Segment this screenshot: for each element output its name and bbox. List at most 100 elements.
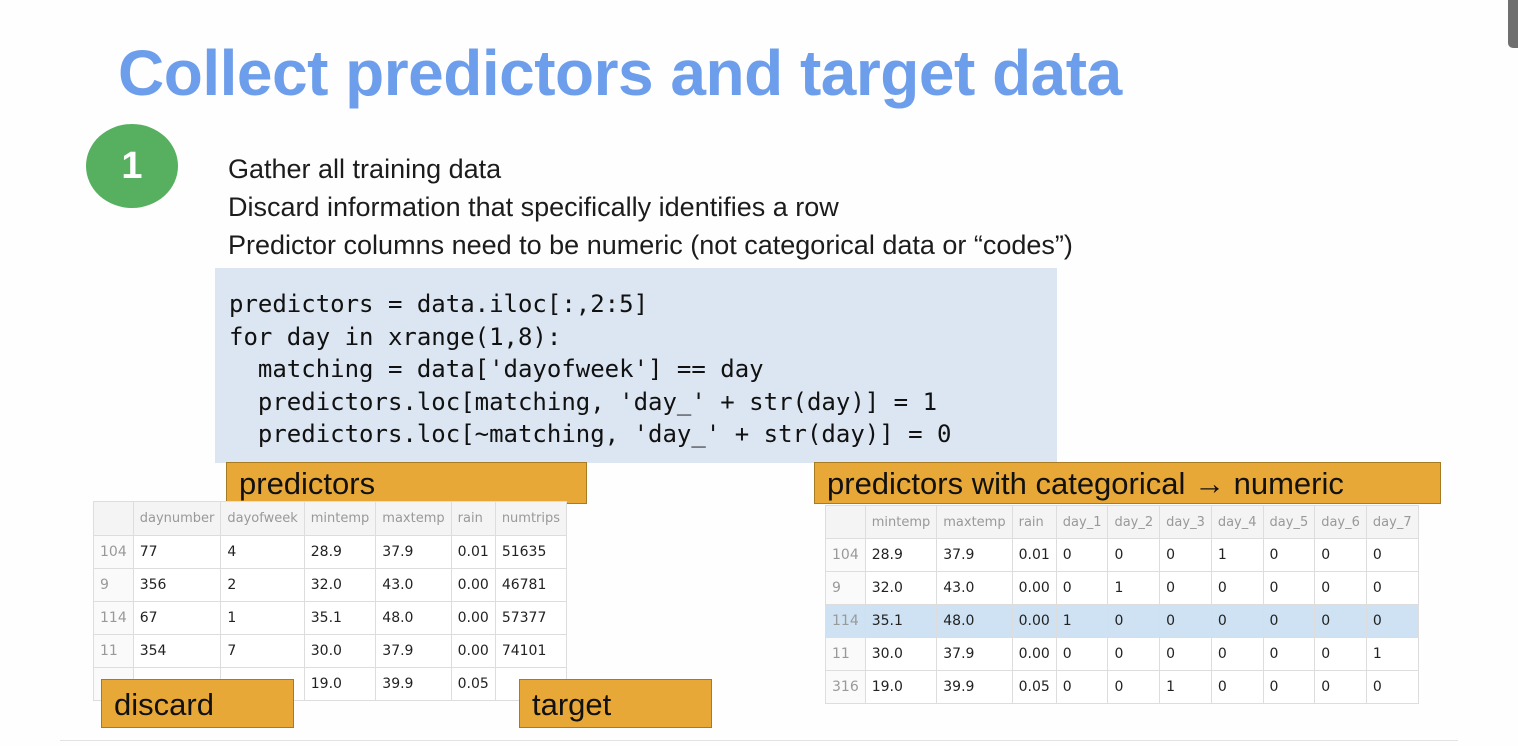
raw-data-table: daynumber dayofweek mintemp maxtemp rain numt… [93,501,568,701]
table-cell: 0.05 [450,667,496,701]
table-row: 114 67 1 35.1 48.0 0.00 57377 [93,601,568,635]
table-cell: 39.9 [375,667,452,701]
code-text: predictors = data.iloc[:,2:5] for day in… [229,290,952,448]
table-cell: 0 [1262,604,1316,638]
column-header: daynumber [132,501,222,536]
table-cell: 0 [1314,637,1367,671]
table-cell: 1 [1055,604,1109,638]
table-row: 9 356 2 32.0 43.0 0.00 46781 [93,568,568,602]
table-cell: 0 [1055,571,1109,605]
table-row: 11 354 7 30.0 37.9 0.00 74101 [93,634,568,668]
table-cell: 7 [220,634,305,668]
row-index: 11 [93,634,134,668]
table-cell: 37.9 [936,538,1013,572]
column-header: day_2 [1107,505,1161,539]
row-index: 9 [93,568,134,602]
bullet-item: Gather all training data [228,154,502,184]
table-cell: 48.0 [936,604,1013,638]
table-cell: 32.0 [303,568,377,602]
table-cell: 0 [1159,637,1212,671]
table-cell: 0 [1365,670,1419,704]
column-header: maxtemp [936,505,1013,539]
table-cell: 0.01 [450,535,496,569]
bullet-item: Discard information that specifically id… [228,192,839,222]
table-cell: 2 [220,568,305,602]
table-row: 114 35.1 48.0 0.00 1 0 0 0 0 0 0 [825,604,1419,638]
table-cell: 0 [1314,604,1367,638]
column-header: day_7 [1365,505,1419,539]
table-cell: 0 [1262,637,1316,671]
table-cell: 28.9 [303,535,377,569]
row-index: 104 [825,538,866,572]
table-cell: 0 [1314,670,1367,704]
column-header: day_3 [1159,505,1212,539]
table-cell: 19.0 [303,667,377,701]
table-row: 316 19.0 39.9 0.05 0 0 1 0 0 0 0 [825,670,1419,704]
table-cell: 0 [1210,604,1264,638]
table-cell: 0 [1159,571,1212,605]
table-cell: 0.05 [1011,670,1057,704]
table-cell: 0 [1365,571,1419,605]
column-header [825,505,866,539]
column-header: numtrips [494,501,568,536]
column-header: rain [1011,505,1057,539]
code-block: predictors = data.iloc[:,2:5] for day in… [215,268,1057,463]
table-cell: 0 [1055,637,1109,671]
table-cell: 32.0 [864,571,938,605]
table-cell: 354 [132,634,222,668]
table-cell: 0 [1107,670,1161,704]
table-cell: 43.0 [936,571,1013,605]
bullet-item: Predictor columns need to be numeric (no… [228,230,1073,260]
table-cell: 1 [1159,670,1212,704]
row-index: 9 [825,571,866,605]
table-cell: 0 [1314,538,1367,572]
column-header: maxtemp [375,501,452,536]
target-label: target [519,679,712,728]
predictors-label: predictors [226,462,587,504]
table-cell: 35.1 [864,604,938,638]
row-index: 114 [825,604,866,638]
table-cell: 30.0 [303,634,377,668]
table-cell: 0 [1055,670,1109,704]
table-cell: 43.0 [375,568,452,602]
slide-title: Collect predictors and target data [118,37,1122,109]
table-cell: 0 [1107,538,1161,572]
table-cell: 37.9 [375,535,452,569]
column-header: day_6 [1314,505,1367,539]
divider [60,740,1458,741]
table-cell: 0 [1107,604,1161,638]
column-header [93,501,134,536]
table-cell: 30.0 [864,637,938,671]
row-index: 104 [93,535,134,569]
row-index: 316 [825,670,866,704]
table-cell: 0 [1314,571,1367,605]
table-cell: 0 [1159,604,1212,638]
table-row: 104 28.9 37.9 0.01 0 0 0 1 0 0 0 [825,538,1419,572]
column-header: day_1 [1055,505,1109,539]
table-row: 11 30.0 37.9 0.00 0 0 0 0 0 0 1 [825,637,1419,671]
column-header: day_4 [1210,505,1264,539]
table-cell: 51635 [494,535,568,569]
table-cell: 39.9 [936,670,1013,704]
table-cell: 356 [132,568,222,602]
table-cell: 74101 [494,634,568,668]
table-row: 9 32.0 43.0 0.00 0 1 0 0 0 0 0 [825,571,1419,605]
table-cell: 0.00 [450,634,496,668]
table-cell: 19.0 [864,670,938,704]
column-header: rain [450,501,496,536]
table-cell: 0 [1210,670,1264,704]
table-cell: 0 [1365,538,1419,572]
table-cell: 0.00 [1011,604,1057,638]
scrollbar-handle[interactable] [1508,0,1518,48]
table-cell: 0 [1262,571,1316,605]
column-header: mintemp [864,505,938,539]
table-cell: 0.00 [450,568,496,602]
table-cell: 48.0 [375,601,452,635]
table-cell: 0 [1159,538,1212,572]
column-header: dayofweek [220,501,305,536]
table-cell: 0.01 [1011,538,1057,572]
table-cell: 67 [132,601,222,635]
table-cell: 35.1 [303,601,377,635]
column-header: day_5 [1262,505,1316,539]
row-index: 114 [93,601,134,635]
